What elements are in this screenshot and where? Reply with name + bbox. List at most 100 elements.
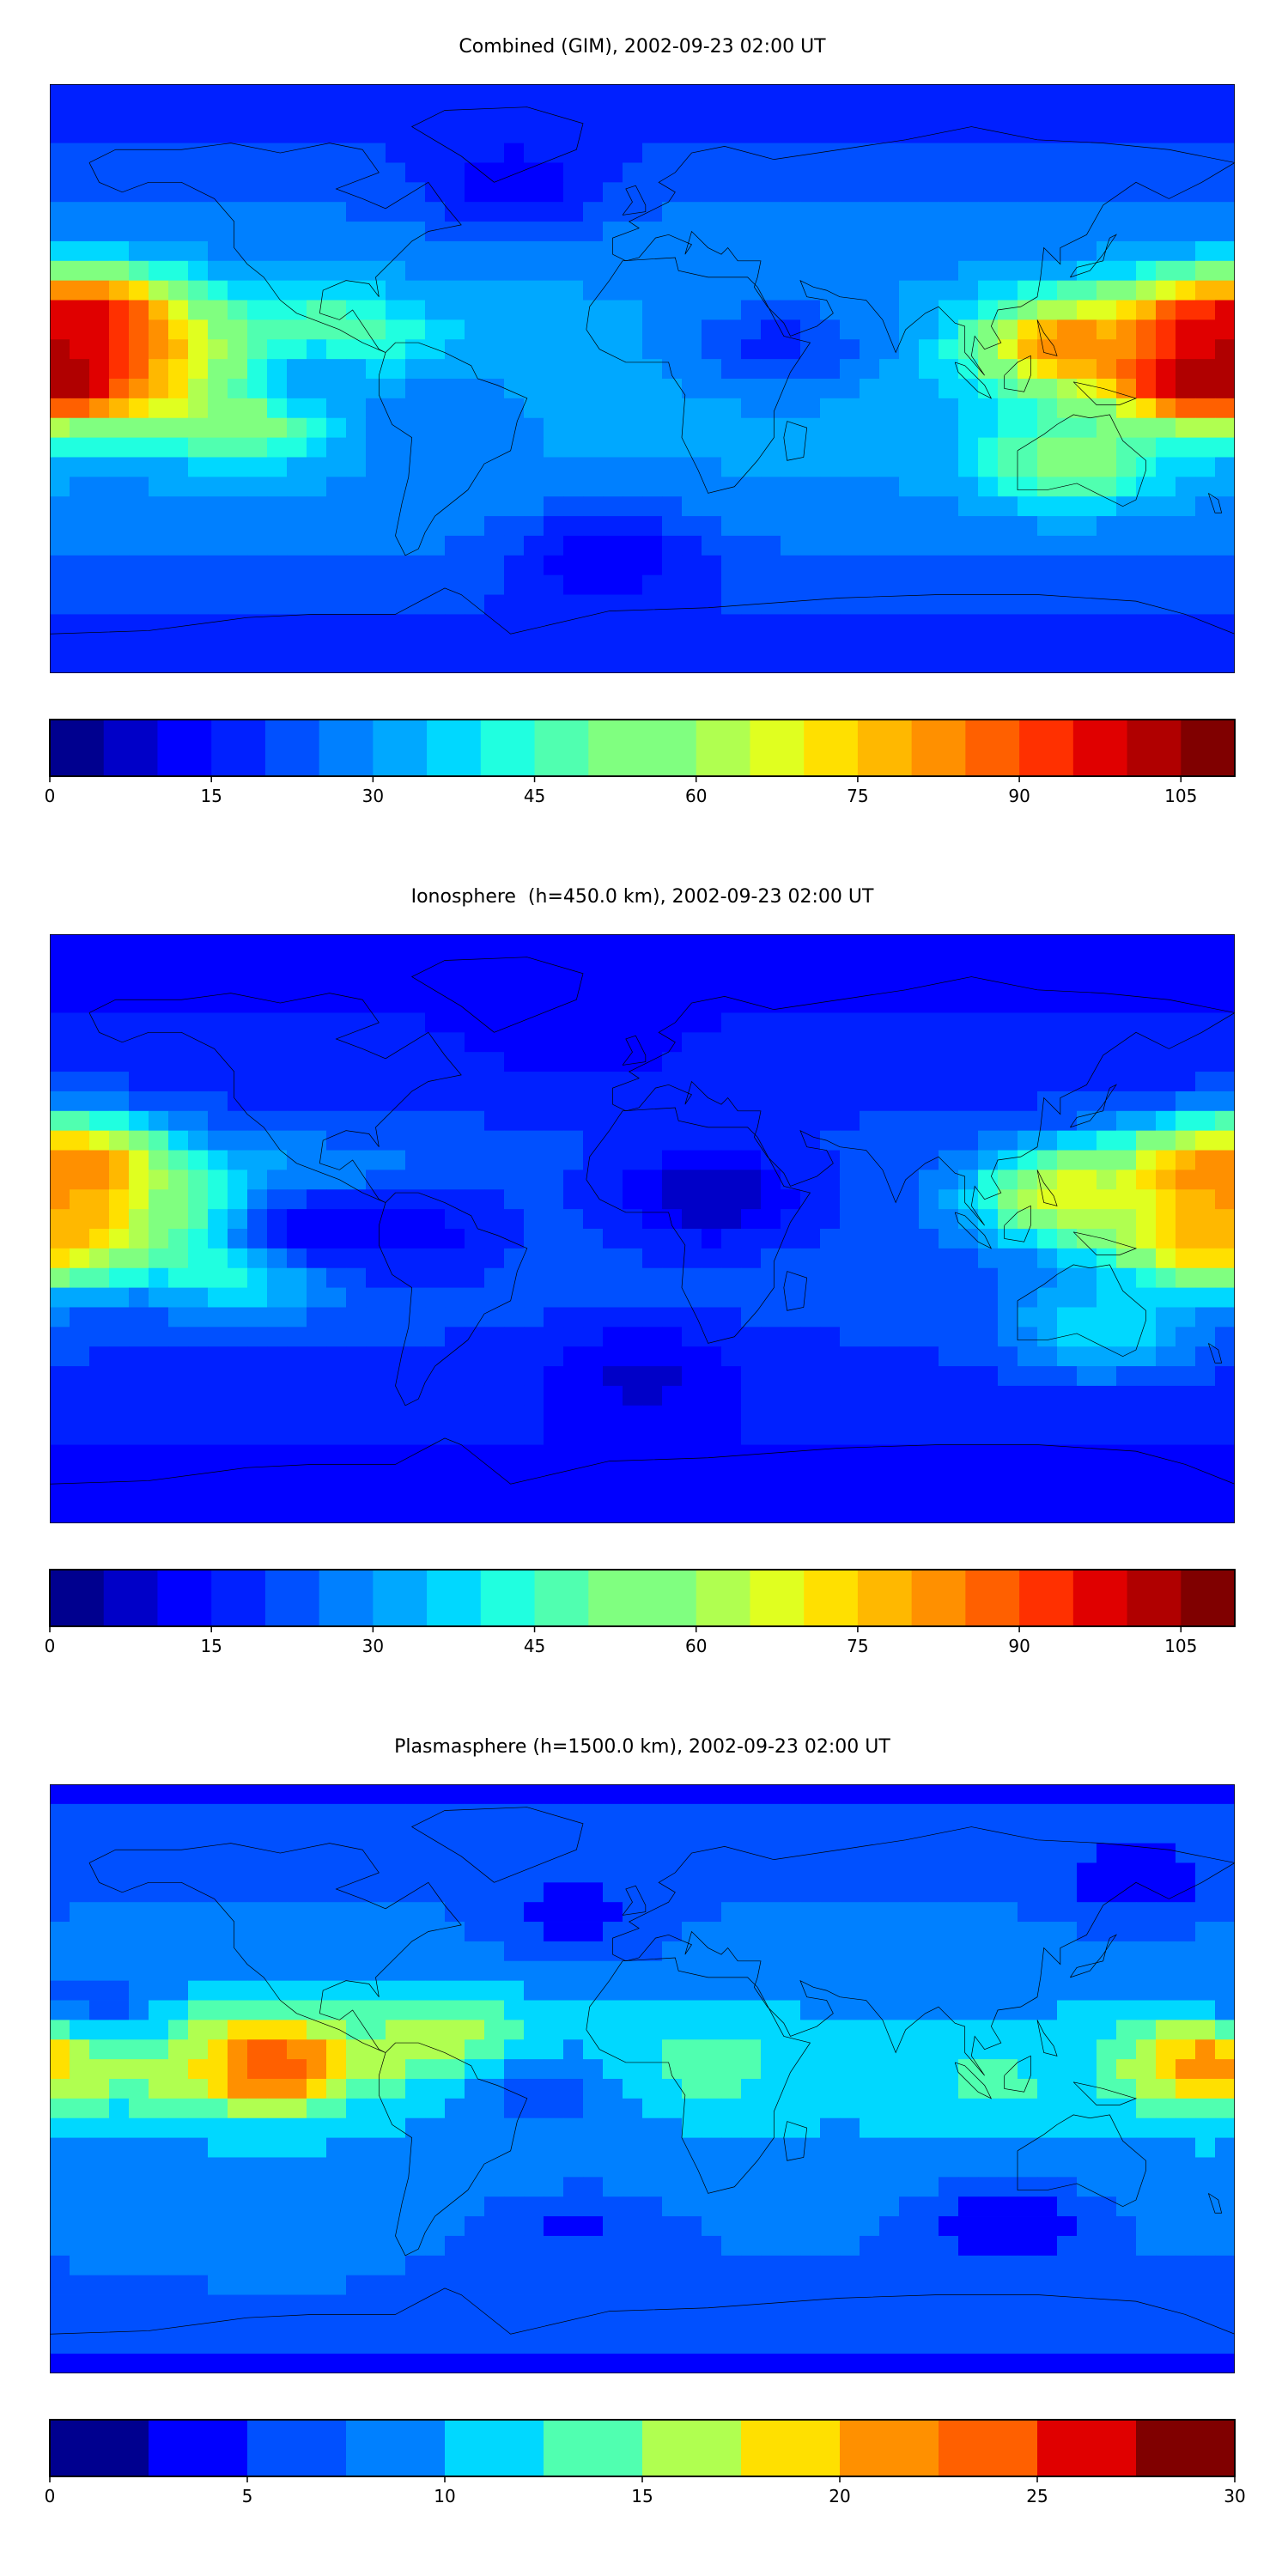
heatmap-cell [129, 1882, 149, 1903]
heatmap-cell [168, 182, 189, 203]
heatmap-cell [1156, 162, 1176, 183]
heatmap-cell [1097, 1170, 1117, 1190]
heatmap-cell [386, 260, 406, 282]
heatmap-cell [326, 103, 347, 125]
heatmap-cell [1116, 1862, 1137, 1883]
heatmap-cell [1215, 1902, 1235, 1923]
heatmap-cell [544, 1130, 564, 1151]
heatmap-cell [267, 555, 288, 576]
heatmap-cell [642, 1052, 663, 1072]
heatmap-cell [366, 1504, 386, 1523]
heatmap-cell [484, 993, 505, 1013]
heatmap-cell [1037, 437, 1058, 458]
heatmap-cell [623, 300, 643, 320]
heatmap-cell [89, 1980, 110, 2001]
heatmap-cell [228, 417, 248, 438]
heatmap-cell [682, 1032, 702, 1053]
heatmap-cell [1156, 2079, 1176, 2099]
heatmap-cell [860, 143, 880, 163]
heatmap-cell [1077, 1882, 1097, 1903]
heatmap-cell [978, 1803, 999, 1825]
heatmap-cell [228, 240, 248, 262]
heatmap-cell [563, 614, 584, 635]
heatmap-cell [109, 379, 130, 399]
heatmap-cell [1037, 2157, 1058, 2178]
heatmap-cell [721, 1091, 742, 1112]
heatmap-cell [563, 496, 584, 517]
heatmap-cell [603, 535, 623, 556]
heatmap-cell [781, 634, 801, 654]
heatmap-cell [998, 1287, 1018, 1308]
heatmap-cell [702, 457, 722, 477]
heatmap-cell [149, 1823, 169, 1844]
heatmap-cell [386, 2157, 406, 2178]
heatmap-cell [563, 2079, 584, 2099]
heatmap-cell [287, 2117, 307, 2138]
heatmap-cell [603, 1209, 623, 1230]
heatmap-cell [879, 1784, 900, 1805]
heatmap-cell [702, 2177, 722, 2197]
heatmap-cell [1176, 1248, 1196, 1269]
heatmap-cell [267, 574, 288, 595]
heatmap-cell [958, 1862, 979, 1883]
heatmap-cell [860, 1072, 880, 1092]
heatmap-cell [1136, 162, 1157, 183]
heatmap-cell [761, 614, 781, 635]
heatmap-cell [504, 1170, 525, 1190]
heatmap-cell [721, 1150, 742, 1170]
heatmap-cell [1136, 1444, 1157, 1465]
heatmap-cell [1156, 2039, 1176, 2060]
heatmap-cell [1037, 1960, 1058, 1982]
heatmap-cell [366, 2000, 386, 2020]
heatmap-cell [484, 574, 505, 595]
heatmap-cell [1215, 1327, 1235, 1347]
heatmap-cell [544, 1803, 564, 1825]
heatmap-cell [109, 1307, 130, 1327]
heatmap-cell [761, 1484, 781, 1504]
heatmap-cell [1156, 2098, 1176, 2119]
heatmap-cell [919, 319, 939, 340]
heatmap-cell [1077, 143, 1097, 163]
heatmap-cell [800, 1209, 821, 1230]
heatmap-cell [366, 614, 386, 635]
heatmap-cell [879, 1032, 900, 1053]
heatmap-cell [800, 993, 821, 1013]
heatmap-cell [781, 1504, 801, 1523]
heatmap-cell [781, 1980, 801, 2001]
heatmap-cell [721, 993, 742, 1013]
heatmap-cell [860, 2079, 880, 2099]
heatmap-cell [208, 280, 228, 301]
heatmap-cell [761, 1130, 781, 1151]
heatmap-cell [267, 1248, 288, 1269]
heatmap-cell [603, 1960, 623, 1982]
heatmap-cell [149, 1444, 169, 1465]
heatmap-cell [524, 1012, 544, 1033]
heatmap-cell [899, 574, 920, 595]
heatmap-cell [939, 84, 959, 105]
heatmap-cell [386, 574, 406, 595]
heatmap-cell [366, 1823, 386, 1844]
heatmap-cell [188, 516, 209, 537]
heatmap-cell [405, 1960, 426, 1982]
heatmap-cell [1195, 143, 1216, 163]
heatmap-cell [247, 496, 268, 517]
heatmap-cell [1057, 594, 1078, 615]
heatmap-cell [840, 1960, 860, 1982]
heatmap-cell [603, 516, 623, 537]
heatmap-cell [544, 1960, 564, 1982]
heatmap-cell [761, 1346, 781, 1367]
heatmap-cell [445, 339, 465, 360]
heatmap-cell [939, 934, 959, 955]
heatmap-cell [405, 1862, 426, 1883]
heatmap-cell [583, 1091, 604, 1112]
heatmap-cell [188, 1032, 209, 1053]
heatmap-cell [1215, 1803, 1235, 1825]
heatmap-cell [721, 2137, 742, 2158]
heatmap-cell [1116, 1072, 1137, 1092]
heatmap-cell [603, 103, 623, 125]
heatmap-cell [425, 2000, 446, 2020]
heatmap-cell [70, 379, 90, 399]
heatmap-cell [1176, 2079, 1196, 2099]
heatmap-cell [149, 1843, 169, 1863]
heatmap-cell [307, 653, 327, 673]
